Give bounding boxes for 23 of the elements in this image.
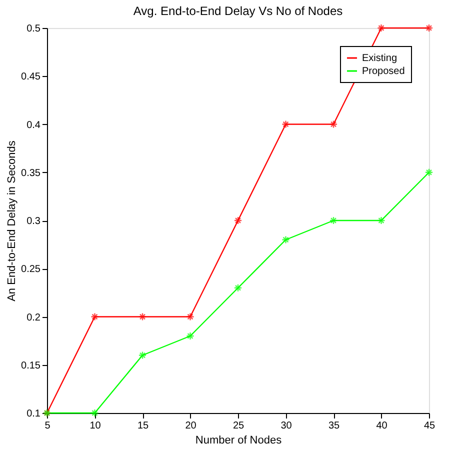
x-tick-label: 25 [232,420,244,432]
x-axis-title: Number of Nodes [195,434,282,446]
y-tick-label: 0.5 [26,24,41,34]
chart-title: Avg. End-to-End Delay Vs No of Nodes [133,4,343,18]
x-tick-label: 15 [137,420,149,432]
x-tick-label: 40 [376,420,388,432]
y-tick-label: 0.35 [21,168,41,179]
y-tick-label: 0.3 [26,216,41,227]
x-tick-label: 35 [328,420,340,432]
x-tick-label: 5 [44,420,51,432]
x-tick-label: 45 [424,420,436,432]
x-tick-label: 20 [185,420,197,432]
y-tick-label: 0.1 [26,408,41,420]
y-axis-title: An End-to-End Delay in Seconds [6,140,18,302]
y-tick-label: 0.2 [26,312,41,324]
legend-label: Proposed [362,66,405,77]
y-tick-label: 0.15 [21,360,41,372]
y-tick-label: 0.45 [21,72,41,83]
y-tick-label: 0.4 [26,120,41,131]
x-tick-label: 30 [280,420,292,432]
x-tick-label: 10 [90,420,102,432]
legend-label: Existing [362,53,398,64]
y-tick-label: 0.25 [21,264,41,276]
